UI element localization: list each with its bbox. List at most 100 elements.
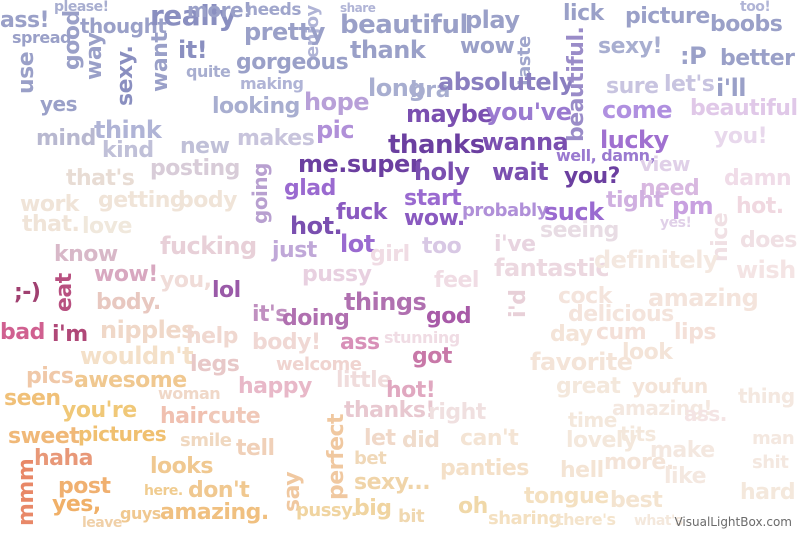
cloud-word: great xyxy=(556,374,621,399)
cloud-word: things xyxy=(344,288,427,316)
cloud-word: holy xyxy=(414,158,470,186)
cloud-word: body. xyxy=(96,290,161,315)
cloud-word: smile xyxy=(180,430,232,451)
cloud-word: god xyxy=(426,304,472,329)
cloud-word: seeing xyxy=(540,218,619,243)
cloud-word: sweet xyxy=(8,424,80,449)
cloud-word: delicious xyxy=(568,302,674,327)
cloud-word: body! xyxy=(252,330,321,355)
cloud-word: really xyxy=(150,0,237,32)
cloud-word: girl xyxy=(370,242,410,267)
cloud-word: i've xyxy=(494,232,536,257)
cloud-word: sexy. xyxy=(113,45,138,106)
cloud-word: let's xyxy=(664,72,715,97)
cloud-word: i'm xyxy=(52,322,88,347)
cloud-word: play xyxy=(465,6,520,34)
cloud-word: got xyxy=(412,344,452,369)
cloud-word: ass xyxy=(340,330,380,355)
cloud-word: need xyxy=(640,176,700,201)
cloud-word: :P xyxy=(680,42,707,70)
cloud-word: guys xyxy=(120,504,161,523)
cloud-word: spread xyxy=(12,28,71,47)
cloud-word: what's xyxy=(634,513,683,529)
cloud-word: big xyxy=(354,496,392,521)
cloud-word: bra xyxy=(410,78,450,103)
cloud-word: cock xyxy=(558,284,612,309)
cloud-word: hell xyxy=(560,458,604,483)
cloud-word: mmm xyxy=(14,458,39,526)
cloud-word: help xyxy=(186,324,238,349)
cloud-word: wait xyxy=(492,158,549,186)
cloud-word: yes xyxy=(40,92,78,116)
cloud-word: hair xyxy=(160,404,207,429)
cloud-word: pic xyxy=(316,116,355,144)
cloud-word: hard xyxy=(740,480,796,505)
cloud-word: me.super xyxy=(298,150,422,178)
cloud-word: woman xyxy=(158,384,221,403)
cloud-word: suck xyxy=(544,198,604,226)
cloud-word: haha xyxy=(34,446,94,471)
cloud-word: maybe xyxy=(406,100,494,128)
cloud-word: makes xyxy=(237,126,315,151)
cloud-word: it! xyxy=(178,36,208,64)
cloud-word: legs xyxy=(190,352,240,377)
cloud-word: panties xyxy=(440,456,529,481)
cloud-word: kind xyxy=(102,138,154,163)
cloud-word: pretty xyxy=(244,18,325,46)
cloud-word: yes! xyxy=(660,215,692,231)
cloud-word: wow xyxy=(460,34,515,59)
cloud-word: fuck xyxy=(336,200,387,225)
cloud-word: favorite xyxy=(530,348,633,376)
cloud-word: cute xyxy=(208,404,261,429)
cloud-word: nipples xyxy=(100,316,195,344)
cloud-word: ass! xyxy=(0,8,50,33)
cloud-word: doing xyxy=(282,306,350,331)
cloud-word: new xyxy=(180,134,230,159)
cloud-word: awesome xyxy=(74,368,187,393)
cloud-word: more. xyxy=(604,450,674,475)
cloud-word: view xyxy=(640,152,690,176)
cloud-word: amazing. xyxy=(160,500,269,525)
cloud-word: love xyxy=(82,214,132,239)
cloud-word: mind xyxy=(36,126,96,151)
cloud-word: picture xyxy=(625,4,710,29)
cloud-word: amazing xyxy=(648,284,759,312)
cloud-word: lot xyxy=(340,230,375,258)
cloud-word: let xyxy=(364,426,396,451)
cloud-word: oh xyxy=(458,494,488,519)
cloud-word: more! xyxy=(187,0,252,22)
cloud-word: lovely xyxy=(566,428,637,453)
cloud-word: fantastic xyxy=(494,254,610,282)
cloud-word: ass. xyxy=(684,402,727,426)
cloud-word: please! xyxy=(54,0,109,15)
cloud-word: did xyxy=(402,428,440,453)
cloud-word: come xyxy=(602,96,673,124)
cloud-word: looking xyxy=(212,94,300,119)
cloud-word: damn xyxy=(724,166,792,191)
cloud-word: that. xyxy=(22,212,80,237)
cloud-word: seen xyxy=(4,386,61,411)
cloud-word: sure xyxy=(606,74,659,99)
cloud-word: wanna xyxy=(482,128,569,156)
cloud-word: lips xyxy=(674,320,716,345)
cloud-word: make xyxy=(650,438,715,463)
cloud-word: going xyxy=(248,163,272,224)
cloud-word: pictures xyxy=(78,422,167,446)
cloud-word: there's xyxy=(556,510,616,529)
cloud-word: bad xyxy=(0,320,45,345)
cloud-word: amazing! xyxy=(612,396,713,420)
cloud-word: glad xyxy=(284,176,336,201)
cloud-word: shit xyxy=(752,452,789,473)
cloud-word: happy xyxy=(238,374,312,399)
cloud-word: leave xyxy=(82,515,122,531)
cloud-word: sexy! xyxy=(598,34,663,59)
cloud-word: bet xyxy=(354,448,387,469)
cloud-word: cum xyxy=(596,320,647,345)
cloud-word: pussy. xyxy=(296,500,358,521)
cloud-word: lol xyxy=(212,278,241,303)
cloud-word: tongue xyxy=(524,484,609,509)
cloud-word: you've xyxy=(486,98,572,126)
watermark-text: VisualLightBox.com xyxy=(674,515,792,529)
cloud-word: fucking xyxy=(160,232,257,260)
